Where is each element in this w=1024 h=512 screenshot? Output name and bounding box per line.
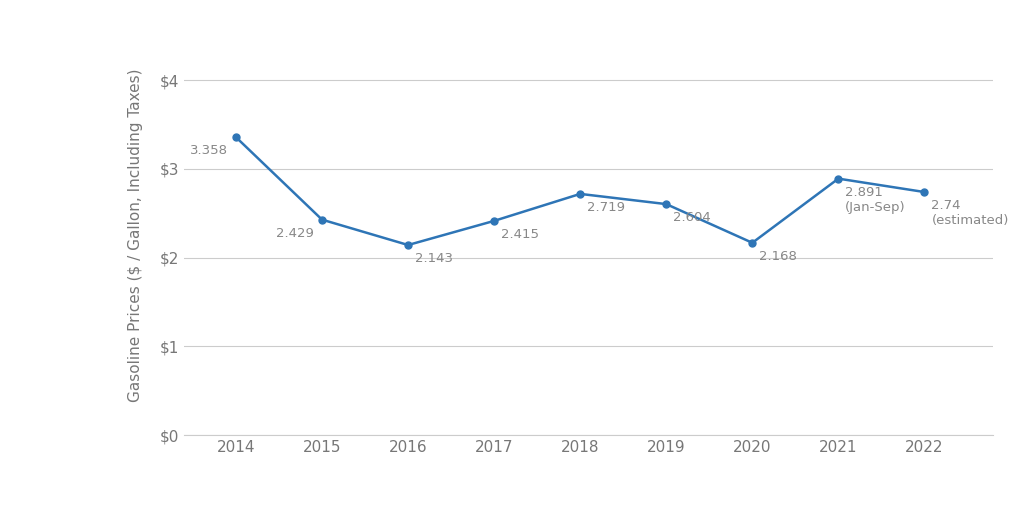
Text: 2.719: 2.719 [587, 201, 625, 214]
Text: 2.891
(Jan-Sep): 2.891 (Jan-Sep) [846, 185, 906, 214]
Text: 2.429: 2.429 [275, 227, 313, 240]
Text: 2.74
(estimated): 2.74 (estimated) [932, 199, 1009, 227]
Text: 2.168: 2.168 [759, 250, 797, 263]
Text: 2.415: 2.415 [501, 228, 539, 241]
Y-axis label: Gasoline Prices ($ / Gallon, Including Taxes): Gasoline Prices ($ / Gallon, Including T… [128, 69, 143, 402]
Text: 2.604: 2.604 [673, 211, 711, 224]
Text: 2.143: 2.143 [415, 252, 453, 265]
Text: 3.358: 3.358 [189, 144, 227, 157]
